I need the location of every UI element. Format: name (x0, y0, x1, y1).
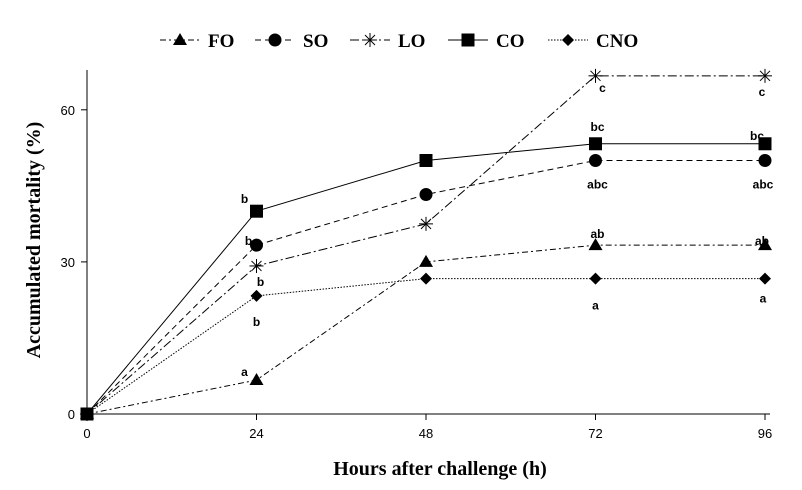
significance-label: a (241, 365, 248, 379)
data-point-diamond (420, 272, 432, 285)
data-point-triangle (249, 373, 264, 386)
data-point-asterisk (758, 68, 772, 83)
data-point-diamond (81, 408, 93, 420)
axes: 0 24 48 72 96 0 30 60 (61, 70, 772, 441)
data-point-asterisk (419, 216, 433, 231)
series-co (80, 137, 772, 421)
asterisk-stroke (364, 34, 376, 46)
significance-label: c (759, 85, 766, 99)
x-tick-label: 0 (83, 426, 90, 441)
asterisk-icon (363, 33, 377, 47)
x-tick-label: 96 (758, 426, 772, 441)
square-icon (461, 33, 475, 47)
series-line (86, 244, 765, 415)
diamond-icon (562, 34, 574, 46)
y-tick-label: 60 (61, 103, 75, 118)
significance-label: a (592, 299, 599, 313)
data-point-asterisk (588, 68, 603, 83)
legend-item-so: SO (255, 31, 328, 52)
data-point-circle (250, 238, 263, 252)
legend-item-cno: CNO (548, 31, 638, 52)
legend-item-co: CO (448, 31, 525, 52)
legend-label: CNO (596, 31, 638, 52)
significance-label: b (245, 234, 252, 248)
legend-label: SO (303, 31, 328, 52)
y-tick-label: 0 (68, 407, 75, 422)
data-point-square (250, 204, 263, 218)
significance-label: c (599, 81, 606, 95)
significance-label: b (257, 275, 264, 289)
significance-label: b (253, 315, 260, 329)
legend: FO SO LO CO CNO (160, 31, 638, 52)
significance-label: bc (590, 120, 604, 134)
x-tick-label: 48 (419, 426, 433, 441)
series-cno (81, 272, 771, 420)
legend-label: LO (398, 31, 425, 52)
data-point-diamond (759, 272, 771, 285)
data-point-diamond (589, 272, 602, 285)
x-tick-label: 24 (249, 426, 263, 441)
asterisk-stroke (251, 260, 262, 272)
data-point-triangle (419, 254, 433, 267)
legend-item-fo: FO (160, 31, 234, 52)
asterisk-stroke (590, 70, 601, 82)
significance-label: abc (753, 178, 774, 192)
y-tick-label: 30 (61, 255, 75, 270)
significance-label: bc (750, 129, 764, 143)
legend-label: CO (496, 31, 525, 52)
y-axis-label: Accumulated mortality (%) (23, 122, 45, 359)
data-point-circle (419, 187, 433, 201)
data-point-circle (758, 154, 772, 167)
x-tick-label: 72 (588, 426, 602, 441)
data-point-diamond (250, 289, 263, 302)
data-point-square (419, 154, 433, 167)
series-line (86, 160, 765, 415)
triangle-icon (173, 33, 187, 45)
significance-label: ab (755, 234, 769, 248)
legend-label: FO (208, 31, 234, 52)
significance-label: abc (587, 178, 608, 192)
data-point-circle (589, 154, 602, 167)
data-point-triangle (758, 238, 772, 251)
asterisk-stroke (759, 70, 771, 82)
asterisk-stroke (420, 218, 432, 230)
data-point-asterisk (249, 258, 264, 273)
data-point-square (758, 137, 772, 151)
series-so (80, 154, 772, 421)
circle-icon (268, 33, 282, 47)
series-fo (80, 238, 772, 419)
legend-item-lo: LO (350, 31, 425, 52)
significance-label: ab (590, 227, 604, 241)
data-point-triangle (588, 238, 603, 251)
series-lo (80, 68, 772, 421)
x-axis-label: Hours after challenge (h) (333, 458, 547, 480)
significance-label: a (760, 292, 767, 306)
significance-label: b (241, 192, 248, 206)
data-point-square (589, 137, 602, 151)
